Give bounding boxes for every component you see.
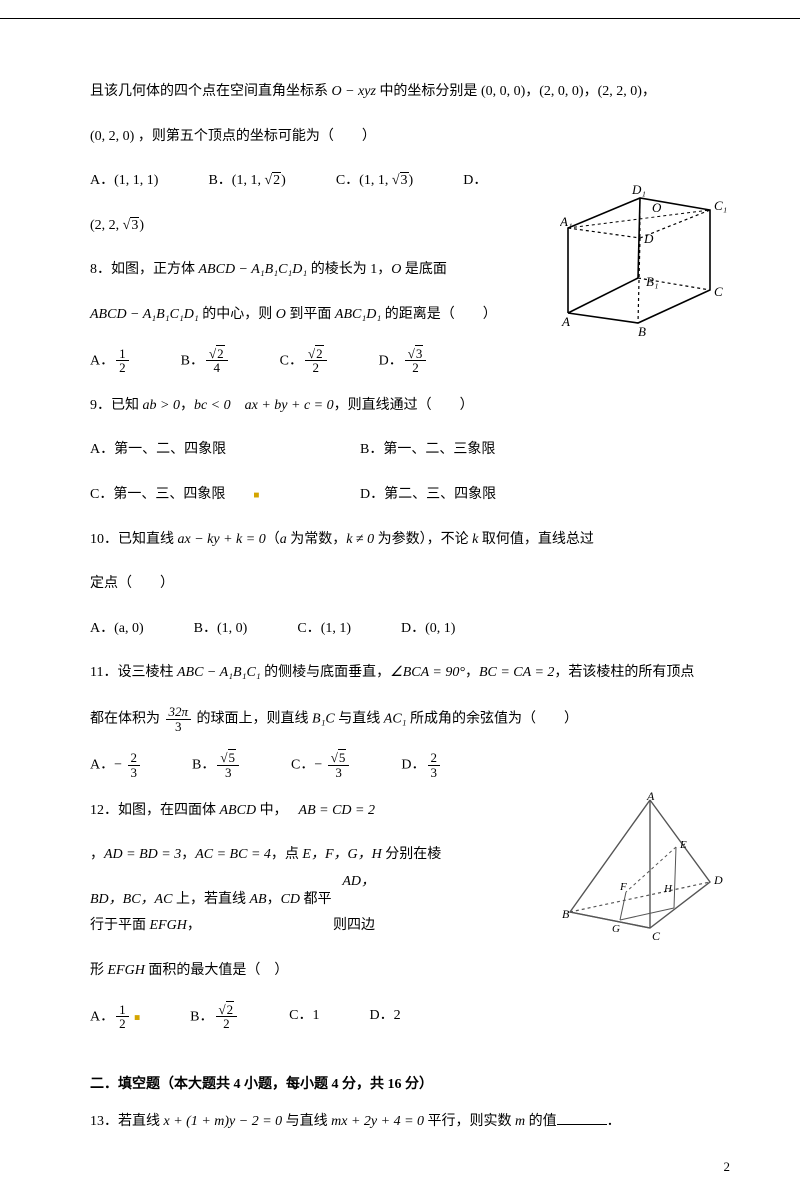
q10-line-2: 定点（ ） bbox=[90, 571, 730, 598]
label-C1: C₁ bbox=[714, 198, 727, 213]
blank-input[interactable] bbox=[557, 1110, 607, 1125]
label-C: C bbox=[714, 284, 723, 299]
label-D1: D₁ bbox=[631, 182, 646, 197]
svg-text:E: E bbox=[679, 839, 687, 851]
q12-eq1: AB = CD = 2 bbox=[299, 798, 375, 825]
text: 中的坐标分别是 bbox=[379, 84, 481, 99]
q8-choice-d: D．32 bbox=[379, 347, 429, 375]
q8-choice-b: B．24 bbox=[181, 347, 230, 375]
exam-page: 且该几何体的四个点在空间直角坐标系 O − xyz 中的坐标分别是 (0, 0,… bbox=[0, 18, 800, 1193]
points: (0, 0, 0)，(2, 0, 0)，(2, 2, 0)， bbox=[481, 84, 656, 99]
q12-choice-d: D．2 bbox=[370, 1003, 401, 1031]
page-number: 2 bbox=[724, 1159, 731, 1175]
q10-choice-d: D．(0, 1) bbox=[401, 616, 455, 643]
q12-choice-a: A．12 ■ bbox=[90, 1003, 140, 1031]
q11-choice-d: D．23 bbox=[401, 751, 442, 779]
q9-options-2: C．第一、三、四象限 ■ D．第二、三、四象限 bbox=[90, 482, 730, 509]
q7-line-1: 且该几何体的四个点在空间直角坐标系 O − xyz 中的坐标分别是 (0, 0,… bbox=[90, 79, 730, 106]
q7-choice-a: A．(1, 1, 1) bbox=[90, 168, 158, 195]
svg-text:H: H bbox=[663, 883, 673, 895]
q9-choice-a: A．第一、二、四象限 bbox=[90, 437, 360, 464]
q11-line-1: 11．设三棱柱 ABC − A₁B₁C₁ 的侧棱与底面垂直，∠BCA = 90°… bbox=[90, 660, 730, 687]
q9-choice-d: D．第二、三、四象限 bbox=[360, 482, 496, 509]
label-B: B bbox=[638, 324, 646, 338]
q12-choice-c: C．1 bbox=[289, 1003, 319, 1031]
svg-text:D: D bbox=[713, 873, 723, 887]
label-A1: A₁ bbox=[560, 214, 572, 229]
label-O: O bbox=[652, 200, 662, 215]
q9-choice-c: C．第一、三、四象限 ■ bbox=[90, 482, 360, 509]
dot-icon: ■ bbox=[134, 1012, 140, 1023]
q12-options: A．12 ■ B．22 C．1 D．2 bbox=[90, 1003, 730, 1031]
svg-text:B: B bbox=[562, 907, 570, 921]
q7-choice-d-label: D． bbox=[463, 168, 487, 195]
svg-text:A: A bbox=[646, 792, 655, 803]
q7-options-row1: A．(1, 1, 1) B．(1, 1, 2) C．(1, 1, 3) D． bbox=[90, 168, 550, 195]
q11-options: A．− 23 B．53 C．− 53 D．23 bbox=[90, 751, 730, 779]
q8-choice-c: C．22 bbox=[280, 347, 329, 375]
text: 且该几何体的四个点在空间直角坐标系 bbox=[90, 84, 332, 99]
q12-choice-b: B．22 bbox=[190, 1003, 239, 1031]
q8-choice-a: A．12 bbox=[90, 347, 131, 375]
label-B1: B₁ bbox=[646, 274, 658, 289]
point: (0, 2, 0) bbox=[90, 129, 134, 144]
q7-line-2: (0, 2, 0) ，则第五个顶点的坐标可能为（ ） bbox=[90, 124, 730, 151]
q9-stem: 9．已知 ab > 0，bc < 0 ax + by + c = 0，则直线通过… bbox=[90, 393, 730, 420]
q8-figure: A B C D A₁ B₁ C₁ D₁ O bbox=[560, 168, 730, 343]
q9-options-1: A．第一、二、四象限 B．第一、二、三象限 bbox=[90, 437, 730, 464]
q10-options: A．(a, 0) B．(1, 0) C．(1, 1) D．(0, 1) bbox=[90, 616, 730, 643]
q12-figure: A B C D E F G H bbox=[560, 792, 730, 947]
q10-line-1: 10．已知直线 ax − ky + k = 0（a 为常数，k ≠ 0 为参数）… bbox=[90, 527, 730, 554]
q8-options: A．12 B．24 C．22 D．32 bbox=[90, 347, 550, 375]
coord-sys: O − xyz bbox=[332, 84, 376, 99]
svg-text:F: F bbox=[619, 881, 627, 893]
q10-choice-b: B．(1, 0) bbox=[194, 616, 248, 643]
section-2-title: 二．填空题（本大题共 4 小题，每小题 4 分，共 16 分） bbox=[90, 1073, 730, 1093]
q11-choice-a: A．− 23 bbox=[90, 751, 142, 779]
q9-choice-b: B．第一、二、三象限 bbox=[360, 437, 495, 464]
q7-choice-c: C．(1, 1, 3) bbox=[336, 168, 413, 195]
q12-tail: 则四边 bbox=[333, 913, 375, 940]
svg-text:C: C bbox=[652, 929, 661, 942]
q7-choice-b: B．(1, 1, 2) bbox=[208, 168, 285, 195]
q12-ad: AD， bbox=[342, 869, 375, 896]
label-D: D bbox=[643, 231, 654, 246]
dot-icon: ■ bbox=[253, 490, 259, 501]
label-A: A bbox=[561, 314, 570, 329]
q10-choice-c: C．(1, 1) bbox=[297, 616, 351, 643]
q12-line-4: 形 EFGH 面积的最大值是（ ） bbox=[90, 958, 730, 985]
q11-choice-c: C．− 53 bbox=[291, 751, 351, 779]
q10-choice-a: A．(a, 0) bbox=[90, 616, 144, 643]
svg-text:G: G bbox=[612, 923, 620, 935]
q11-line-2: 都在体积为 32π3 的球面上，则直线 B₁C 与直线 AC₁ 所成角的余弦值为… bbox=[90, 705, 730, 733]
q13-stem: 13．若直线 x + (1 + m)y − 2 = 0 与直线 mx + 2y … bbox=[90, 1109, 730, 1136]
text: ，则第五个顶点的坐标可能为（ ） bbox=[138, 129, 376, 144]
q11-choice-b: B．53 bbox=[192, 751, 241, 779]
